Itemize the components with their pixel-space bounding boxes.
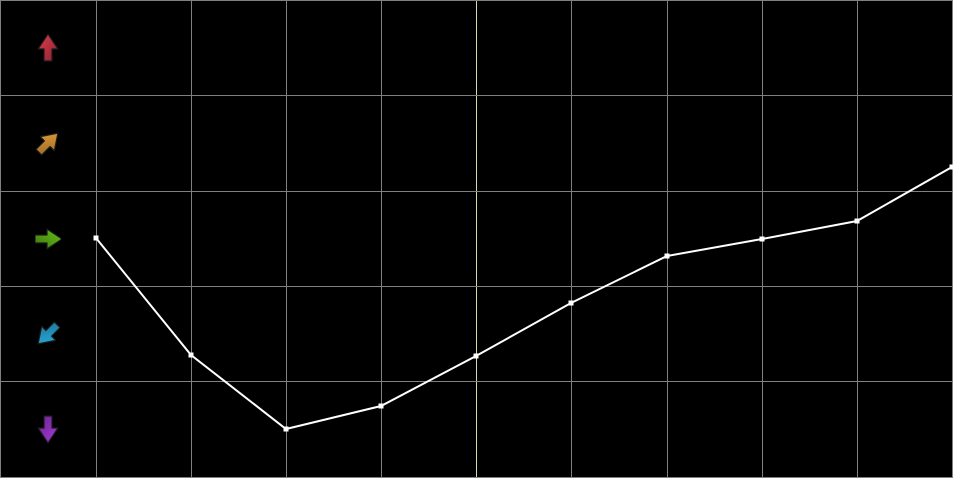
grid-line-horizontal [0, 95, 953, 96]
arrow-down-icon [37, 415, 59, 444]
arrow-up-icon [37, 32, 59, 62]
arrow-right-icon [35, 227, 61, 250]
grid-line-vertical [0, 0, 1, 478]
legend-item-arrow-down-left[interactable] [0, 286, 96, 381]
arrow-up-right-glyph [35, 132, 59, 156]
arrow-down-left-glyph [37, 320, 61, 344]
arrow-right-glyph [35, 227, 61, 250]
arrow-up-glyph [37, 32, 59, 62]
arrow-down-glyph [37, 415, 59, 444]
grid-line-horizontal [0, 0, 953, 1]
legend-item-arrow-right[interactable] [0, 191, 96, 286]
legend-item-arrow-up[interactable] [0, 0, 96, 95]
legend-item-arrow-up-right[interactable] [0, 95, 96, 191]
arrow-up-right-icon [35, 132, 59, 156]
arrow-down-left-icon [37, 320, 61, 344]
legend-item-arrow-down[interactable] [0, 381, 96, 477]
